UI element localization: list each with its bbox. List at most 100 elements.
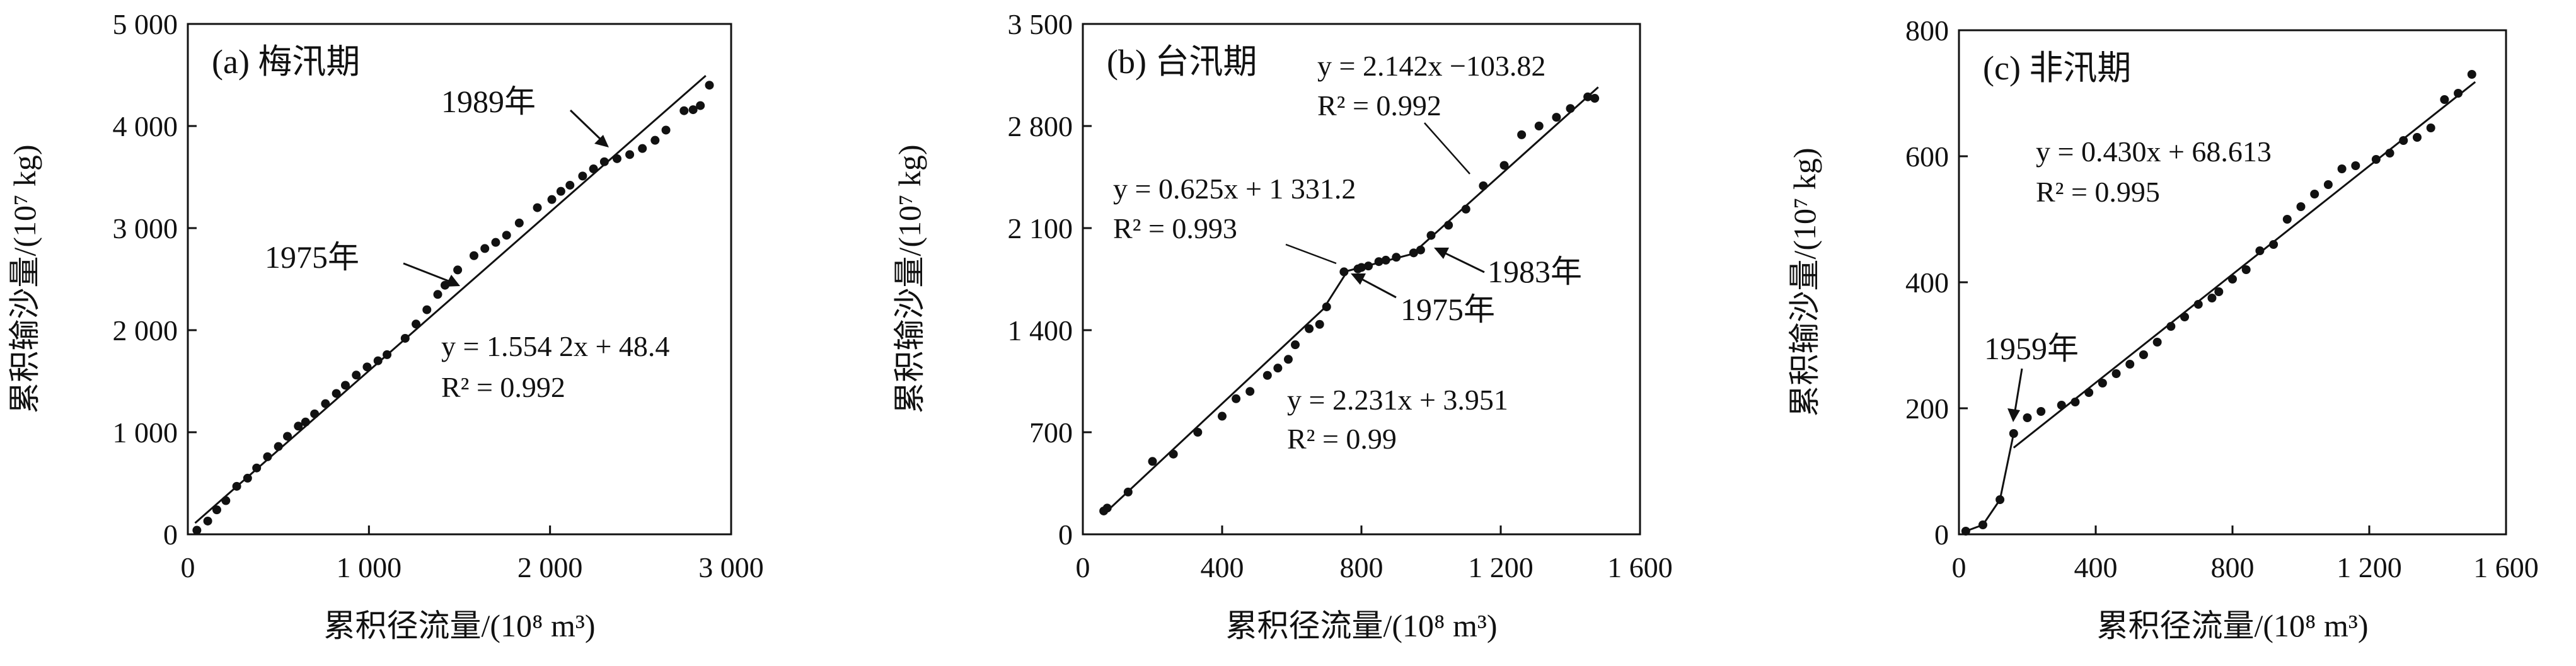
y-tick-label-a-0: 0 — [163, 519, 178, 551]
y-tick-label-b-3: 2 100 — [1008, 212, 1073, 244]
data-point-a-26 — [469, 251, 478, 260]
data-point-b-2 — [1123, 487, 1133, 497]
data-point-c-9 — [2098, 379, 2107, 388]
data-point-c-18 — [2214, 287, 2224, 296]
data-point-b-25 — [1426, 231, 1436, 240]
panel-label-b: (b) 台汛期 — [1107, 43, 1257, 81]
data-point-a-0 — [192, 525, 202, 535]
data-point-b-21 — [1381, 255, 1390, 265]
x-tick-label-a-1: 1 000 — [337, 551, 402, 583]
x-tick-label-a-2: 2 000 — [517, 551, 583, 583]
fit-r2-b2: R² = 0.993 — [1113, 212, 1237, 244]
data-point-a-43 — [679, 106, 689, 115]
x-axis-title-a: 累积径流量/(10⁸ m³) — [323, 608, 595, 643]
y-tick-label-c-2: 400 — [1905, 267, 1949, 299]
data-point-b-13 — [1305, 324, 1314, 333]
x-axis-title-c: 累积径流量/(10⁸ m³) — [2096, 608, 2368, 643]
y-tick-label-b-4: 2 800 — [1008, 110, 1073, 142]
data-point-b-18 — [1357, 263, 1366, 272]
data-point-a-9 — [283, 432, 292, 441]
data-point-a-40 — [638, 144, 647, 153]
data-point-c-32 — [2412, 133, 2422, 142]
data-point-c-31 — [2399, 136, 2408, 145]
ticks-c: 0 400 800 1 200 1 600 0 200 400 600 800 — [1905, 14, 2539, 583]
data-point-a-38 — [612, 154, 621, 163]
data-point-c-17 — [2207, 294, 2217, 302]
data-point-c-15 — [2180, 313, 2190, 321]
data-point-c-10 — [2111, 369, 2121, 378]
data-point-c-13 — [2152, 338, 2162, 347]
annotation-arrow-1975-b — [1356, 275, 1397, 299]
y-tick-label-c-4: 800 — [1905, 14, 1949, 47]
annotation-arrowhead-1959-c — [2007, 408, 2020, 422]
ticks-a: 0 1 000 2 000 3 000 0 1 000 2 000 3 000 4 000 5 0… — [113, 8, 764, 583]
data-point-b-27 — [1461, 204, 1470, 214]
data-point-b-31 — [1534, 122, 1544, 130]
data-point-a-45 — [696, 101, 705, 110]
annotation-arrowhead-1975-a — [445, 275, 460, 287]
y-tick-label-a-4: 4 000 — [113, 110, 178, 142]
data-point-a-12 — [310, 409, 320, 418]
fit-equations-c: y = 0.430x + 68.613 R² = 0.995 — [2036, 135, 2272, 208]
data-point-a-42 — [661, 125, 671, 135]
fit-line-c-0 — [2013, 81, 2476, 449]
data-point-b-5 — [1193, 428, 1203, 437]
data-point-b-8 — [1245, 387, 1255, 396]
data-point-a-25 — [453, 265, 463, 275]
y-tick-label-c-3: 600 — [1905, 141, 1949, 173]
data-point-c-25 — [2310, 190, 2319, 198]
data-point-a-39 — [625, 150, 635, 159]
data-point-a-28 — [491, 238, 500, 247]
fit-r2-b1: R² = 0.99 — [1287, 423, 1397, 455]
data-point-b-24 — [1416, 245, 1425, 255]
annotation-leader-b2 — [1285, 243, 1337, 265]
data-point-a-46 — [705, 81, 714, 90]
y-tick-label-b-2: 1 400 — [1008, 314, 1073, 347]
data-point-a-10 — [294, 422, 303, 431]
data-point-b-1 — [1102, 503, 1112, 513]
data-point-a-29 — [502, 231, 511, 240]
annotation-arrow-1983-b — [1440, 250, 1485, 273]
data-point-b-4 — [1169, 449, 1178, 459]
data-point-b-3 — [1148, 457, 1157, 466]
data-point-a-20 — [400, 333, 410, 343]
annotation-arrowhead-1975-b — [1351, 273, 1366, 285]
fit-r2-a: R² = 0.992 — [441, 371, 565, 403]
panel-a: (a) 梅汛期 累积径流量/(10⁸ m³) 累积输沙量/(10⁷ kg) 0 1… — [7, 8, 764, 643]
data-point-c-2 — [1996, 495, 2005, 504]
data-point-a-31 — [533, 203, 542, 212]
data-point-c-3 — [2009, 429, 2018, 438]
data-point-a-16 — [352, 370, 361, 380]
data-point-b-34 — [1583, 92, 1593, 101]
ticks-b: 0 400 800 1 200 1 600 0 700 1 400 2 100 2 800 3 50… — [1008, 8, 1673, 583]
annotation-arrow-1975-a — [403, 262, 456, 285]
x-tick-label-c-3: 1 200 — [2336, 551, 2402, 583]
annotation-1983-b: 1983年 — [1487, 254, 1582, 289]
data-point-c-4 — [2023, 413, 2032, 422]
y-axis-title-c: 累积输沙量/(10⁷ kg) — [1787, 147, 1822, 416]
data-point-a-33 — [556, 187, 565, 196]
data-point-a-21 — [412, 319, 421, 329]
y-tick-label-c-1: 200 — [1905, 393, 1949, 425]
data-point-c-27 — [2337, 164, 2347, 173]
data-point-a-13 — [321, 399, 330, 408]
data-point-b-23 — [1409, 248, 1418, 258]
panel-label-a: (a) 梅汛期 — [212, 43, 360, 81]
y-tick-label-a-3: 3 000 — [113, 212, 178, 244]
data-point-a-14 — [332, 389, 341, 398]
data-point-b-19 — [1364, 261, 1373, 271]
x-tick-label-b-2: 800 — [1340, 551, 1383, 583]
data-point-a-44 — [688, 105, 698, 115]
y-tick-label-a-2: 2 000 — [113, 314, 178, 347]
data-point-b-10 — [1273, 364, 1283, 373]
data-point-c-35 — [2454, 89, 2463, 98]
fit-equation-b1: y = 2.231x + 3.951 — [1287, 384, 1508, 416]
data-point-b-30 — [1517, 130, 1527, 139]
annotations-b: 1975年 1983年 — [1285, 122, 1582, 327]
panel-label-c: (c) 非汛期 — [1983, 49, 2131, 87]
data-point-c-6 — [2057, 401, 2066, 410]
y-tick-label-a-1: 1 000 — [113, 416, 178, 449]
fit-equations-a: y = 1.554 2x + 48.4 R² = 0.992 — [441, 330, 669, 403]
fit-lines-c — [1965, 81, 2476, 532]
y-tick-label-c-0: 0 — [1934, 519, 1949, 551]
